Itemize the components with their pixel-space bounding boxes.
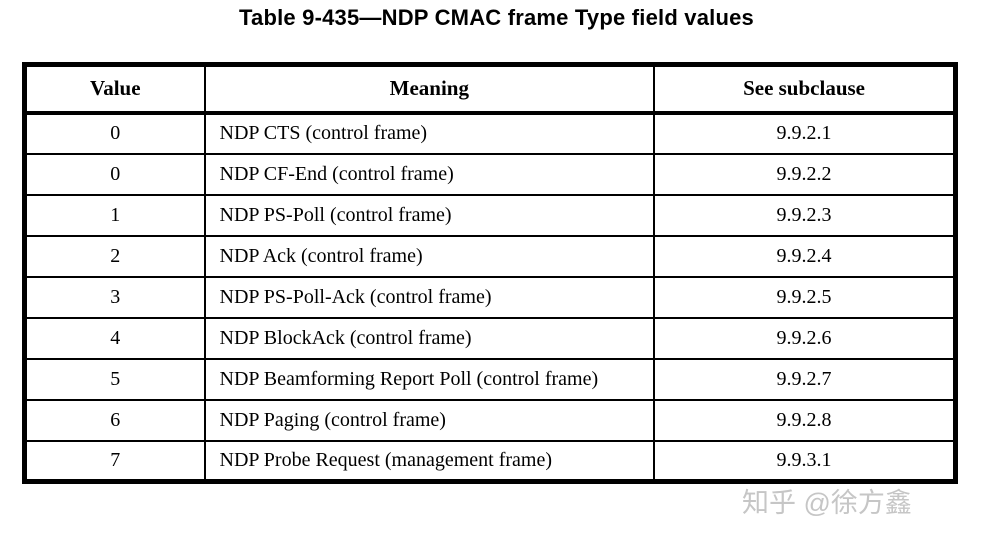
cell-subclause: 9.9.2.3 xyxy=(653,193,957,237)
cell-meaning: NDP CTS (control frame) xyxy=(203,111,656,155)
column-header-see-subclause: See subclause xyxy=(653,63,957,115)
cell-value: 0 xyxy=(23,152,206,196)
cell-subclause: 9.9.2.4 xyxy=(653,234,957,278)
cell-value: 0 xyxy=(23,111,206,155)
table-container: Value Meaning See subclause 0 NDP CTS (c… xyxy=(22,62,958,484)
table-row: 0 NDP CTS (control frame) 9.9.2.1 xyxy=(23,111,957,155)
cell-subclause: 9.9.2.1 xyxy=(653,111,957,155)
cell-meaning: NDP BlockAck (control frame) xyxy=(203,316,656,360)
cell-meaning: NDP Beamforming Report Poll (control fra… xyxy=(203,357,656,401)
table-row: 6 NDP Paging (control frame) 9.9.2.8 xyxy=(23,398,957,442)
cell-meaning: NDP CF-End (control frame) xyxy=(203,152,656,196)
cell-subclause: 9.9.2.2 xyxy=(653,152,957,196)
cell-value: 7 xyxy=(23,439,206,483)
cell-value: 6 xyxy=(23,398,206,442)
column-header-value: Value xyxy=(23,63,206,115)
column-header-meaning: Meaning xyxy=(203,63,656,115)
cell-subclause: 9.9.2.5 xyxy=(653,275,957,319)
cell-subclause: 9.9.3.1 xyxy=(653,439,957,483)
cell-subclause: 9.9.2.7 xyxy=(653,357,957,401)
table-row: 7 NDP Probe Request (management frame) 9… xyxy=(23,439,957,483)
cell-value: 1 xyxy=(23,193,206,237)
table-row: 3 NDP PS-Poll-Ack (control frame) 9.9.2.… xyxy=(23,275,957,319)
cell-meaning: NDP Paging (control frame) xyxy=(203,398,656,442)
cell-meaning: NDP Probe Request (management frame) xyxy=(203,439,656,483)
ndp-cmac-frame-type-table: Value Meaning See subclause 0 NDP CTS (c… xyxy=(22,62,958,484)
table-row: 4 NDP BlockAck (control frame) 9.9.2.6 xyxy=(23,316,957,360)
cell-subclause: 9.9.2.8 xyxy=(653,398,957,442)
table-row: 5 NDP Beamforming Report Poll (control f… xyxy=(23,357,957,401)
table-row: 2 NDP Ack (control frame) 9.9.2.4 xyxy=(23,234,957,278)
cell-value: 3 xyxy=(23,275,206,319)
cell-value: 2 xyxy=(23,234,206,278)
page-title: Table 9-435—NDP CMAC frame Type field va… xyxy=(239,5,754,30)
cell-meaning: NDP PS-Poll-Ack (control frame) xyxy=(203,275,656,319)
cell-meaning: NDP PS-Poll (control frame) xyxy=(203,193,656,237)
cell-meaning: NDP Ack (control frame) xyxy=(203,234,656,278)
table-row: 0 NDP CF-End (control frame) 9.9.2.2 xyxy=(23,152,957,196)
header-row: Value Meaning See subclause xyxy=(23,63,957,115)
cell-value: 4 xyxy=(23,316,206,360)
table-row: 1 NDP PS-Poll (control frame) 9.9.2.3 xyxy=(23,193,957,237)
cell-subclause: 9.9.2.6 xyxy=(653,316,957,360)
zhihu-watermark: 知乎 @徐方鑫 xyxy=(742,488,912,518)
cell-value: 5 xyxy=(23,357,206,401)
